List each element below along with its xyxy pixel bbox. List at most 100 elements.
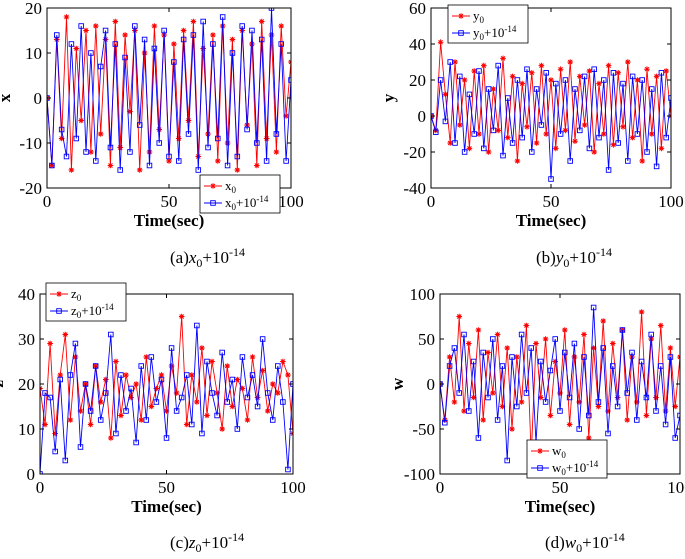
star-marker — [537, 448, 543, 454]
panel-caption: (b)y0+10-14 — [536, 245, 612, 270]
star-marker — [662, 408, 669, 414]
series-markers-original — [440, 309, 680, 459]
square-marker — [490, 336, 496, 342]
star-marker — [524, 124, 530, 130]
square-marker — [102, 27, 109, 34]
square-marker — [466, 91, 473, 98]
y-tick-label: 30 — [18, 330, 35, 349]
square-marker — [586, 145, 593, 152]
star-marker — [485, 349, 491, 356]
star-marker — [87, 421, 94, 428]
y-tick-label: 40 — [409, 35, 426, 54]
square-marker — [88, 50, 94, 56]
star-marker — [254, 394, 261, 401]
y-tick-label: 100 — [410, 285, 436, 304]
y-tick-label: -100 — [404, 465, 435, 484]
square-marker — [605, 167, 612, 173]
star-marker — [634, 77, 641, 83]
star-marker — [649, 131, 655, 137]
square-marker — [168, 345, 175, 351]
star-marker — [490, 390, 496, 396]
square-marker — [505, 95, 511, 101]
square-marker — [663, 134, 669, 141]
x-tick-label: 50 — [161, 192, 178, 211]
square-marker — [54, 32, 60, 38]
square-marker — [163, 435, 170, 441]
star-marker — [258, 18, 265, 25]
square-marker — [581, 354, 587, 360]
y-tick-label: -50 — [412, 420, 435, 439]
star-marker — [605, 62, 612, 69]
star-marker — [638, 309, 645, 315]
square-marker — [442, 118, 449, 125]
legend-box — [526, 439, 608, 479]
square-marker — [93, 158, 99, 164]
star-marker — [672, 403, 678, 410]
square-marker — [239, 354, 246, 360]
star-marker — [102, 376, 109, 383]
star-marker — [500, 55, 506, 62]
square-marker — [173, 408, 180, 414]
square-marker — [504, 457, 510, 464]
y-tick-label: 0 — [427, 375, 436, 394]
square-marker — [437, 77, 444, 83]
star-marker — [52, 430, 58, 437]
star-marker — [57, 372, 64, 378]
legend-entry: y0 — [473, 8, 485, 25]
star-marker — [47, 340, 53, 347]
y-tick-label: 10 — [25, 44, 42, 63]
square-marker — [148, 354, 155, 360]
panel-caption: (c)z0+10-14 — [170, 530, 244, 554]
star-marker — [244, 417, 251, 423]
square-marker — [485, 86, 492, 92]
square-marker — [275, 363, 281, 369]
square-marker — [494, 417, 501, 423]
square-marker — [189, 421, 195, 428]
series-markers-perturbed — [47, 8, 291, 173]
square-marker — [619, 327, 626, 333]
x-tick-label: 50 — [158, 478, 175, 497]
square-marker — [543, 70, 549, 76]
square-marker — [485, 394, 491, 401]
square-marker — [195, 167, 202, 173]
star-marker — [171, 41, 177, 47]
star-marker — [68, 167, 75, 173]
star-marker — [185, 117, 192, 124]
square-marker — [600, 345, 606, 351]
star-marker — [658, 322, 664, 329]
star-marker — [538, 394, 544, 401]
star-marker — [210, 183, 216, 189]
square-marker — [601, 77, 607, 83]
star-marker — [495, 127, 501, 134]
star-marker — [595, 403, 602, 410]
star-marker — [215, 158, 221, 164]
x-tick-label: 100 — [280, 478, 306, 497]
square-marker — [537, 465, 543, 471]
square-marker — [572, 86, 578, 92]
star-marker — [234, 167, 241, 173]
square-marker — [280, 399, 286, 405]
star-marker — [457, 122, 463, 128]
star-marker — [553, 145, 559, 152]
star-marker — [127, 108, 133, 115]
square-marker — [509, 140, 516, 146]
square-marker — [58, 126, 65, 133]
star-marker — [644, 66, 650, 72]
star-marker — [518, 399, 525, 405]
square-marker — [146, 162, 153, 169]
star-marker — [624, 417, 630, 423]
square-marker — [625, 158, 631, 164]
square-marker — [495, 62, 501, 69]
square-marker — [581, 73, 588, 80]
legend-entry: w0+10-14 — [552, 459, 599, 477]
square-marker — [562, 349, 568, 356]
star-marker — [562, 327, 568, 333]
star-marker — [466, 340, 472, 347]
star-marker — [615, 70, 621, 76]
square-marker — [533, 86, 540, 92]
square-marker — [176, 158, 182, 164]
star-marker — [480, 417, 486, 423]
square-marker — [648, 331, 654, 338]
square-marker — [571, 340, 578, 347]
star-marker — [58, 135, 65, 142]
